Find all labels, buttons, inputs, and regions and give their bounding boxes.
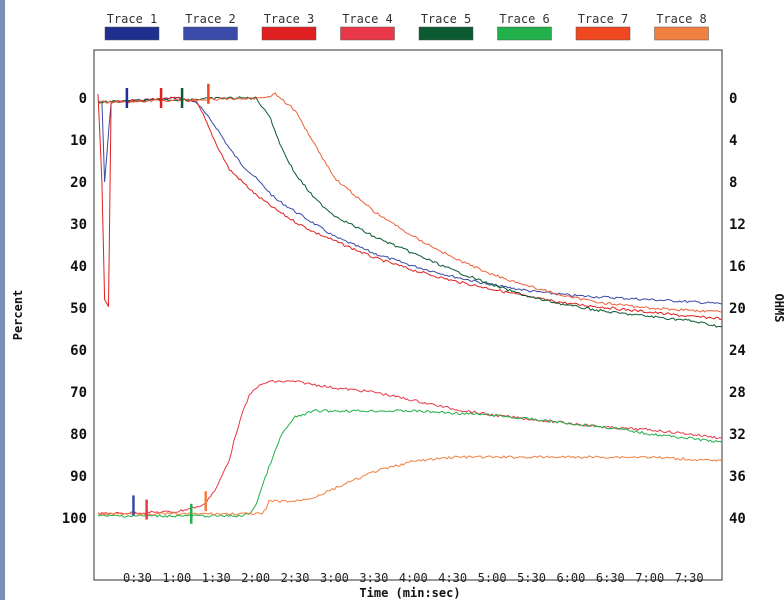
trace-markers (125, 83, 210, 524)
legend-label: Trace 5 (421, 12, 472, 26)
legend-swatch (183, 26, 238, 41)
x-tick-label: 7:00 (635, 571, 664, 585)
x-tick-label: 4:30 (438, 571, 467, 585)
legend-label: Trace 7 (578, 12, 629, 26)
x-tick-label: 3:00 (320, 571, 349, 585)
y-right-tick-label: 40 (729, 511, 746, 527)
legend-swatch (261, 26, 317, 41)
legend: Trace 1 Trace 2 Trace 3 Trace 4 Trace 5 Trace… (104, 12, 709, 41)
legend-swatch (104, 26, 160, 41)
legend-swatch (654, 26, 709, 41)
x-tick-label: 1:30 (202, 571, 231, 585)
y-right-tick-label: 32 (729, 427, 746, 443)
y-right-tick-label: 24 (729, 343, 746, 359)
y-axis-right-title: OHMS (772, 294, 784, 323)
series-line (97, 96, 723, 305)
y-left-tick-label: 50 (70, 301, 87, 317)
x-tick-label: 2:00 (241, 571, 270, 585)
x-tick-label: 3:30 (359, 571, 388, 585)
y-right-tick-label: 12 (729, 217, 746, 233)
y-left-tick-label: 100 (62, 511, 87, 527)
y-left-tick-label: 90 (70, 469, 87, 485)
y-axis-left: 0 10 20 30 40 50 60 70 80 90 100 (62, 91, 87, 527)
x-axis: 0:30 1:00 1:30 2:00 2:30 3:00 3:30 4:00 4:30 5:00… (123, 571, 704, 585)
legend-label: Trace 4 (342, 12, 393, 26)
y-left-tick-label: 30 (70, 217, 87, 233)
series-line (97, 92, 723, 313)
y-left-tick-label: 70 (70, 385, 87, 401)
legend-label: Trace 6 (499, 12, 550, 26)
legend-label: Trace 1 (107, 12, 158, 26)
x-tick-label: 2:30 (281, 571, 310, 585)
y-left-tick-label: 40 (70, 259, 87, 275)
series-line (97, 93, 723, 321)
y-left-tick-label: 60 (70, 343, 87, 359)
y-right-tick-label: 20 (729, 301, 746, 317)
x-tick-label: 7:30 (675, 571, 704, 585)
y-right-tick-label: 36 (729, 469, 746, 485)
legend-label: Trace 3 (264, 12, 315, 26)
y-right-tick-label: 28 (729, 385, 746, 401)
legend-swatch (340, 26, 395, 41)
y-right-tick-label: 4 (729, 133, 737, 149)
x-tick-label: 1:00 (162, 571, 191, 585)
legend-swatch (418, 26, 474, 41)
x-tick-label: 6:30 (596, 571, 625, 585)
y-left-tick-label: 20 (70, 175, 87, 191)
legend-swatch (575, 26, 631, 41)
y-left-tick-label: 0 (79, 91, 87, 107)
y-axis-left-title: Percent (11, 290, 25, 341)
series-line (97, 455, 723, 516)
x-tick-label: 4:00 (399, 571, 428, 585)
y-axis-right: 0 4 8 12 16 20 24 28 32 36 40 (729, 91, 746, 527)
plot-area (93, 49, 723, 581)
y-right-tick-label: 16 (729, 259, 746, 275)
y-left-tick-label: 80 (70, 427, 87, 443)
x-tick-label: 5:30 (517, 571, 546, 585)
series-line (97, 96, 723, 328)
x-tick-label: 5:00 (478, 571, 507, 585)
window-edge (0, 0, 5, 600)
legend-swatch (497, 26, 552, 41)
x-tick-label: 0:30 (123, 571, 152, 585)
y-right-tick-label: 0 (729, 91, 737, 107)
series-lines (97, 92, 723, 518)
x-axis-title: Time (min:sec) (359, 586, 460, 600)
legend-label: Trace 8 (656, 12, 707, 26)
x-tick-label: 6:00 (556, 571, 585, 585)
y-right-tick-label: 8 (729, 175, 737, 191)
series-line (97, 409, 723, 518)
y-left-tick-label: 10 (70, 133, 87, 149)
legend-label: Trace 2 (185, 12, 236, 26)
